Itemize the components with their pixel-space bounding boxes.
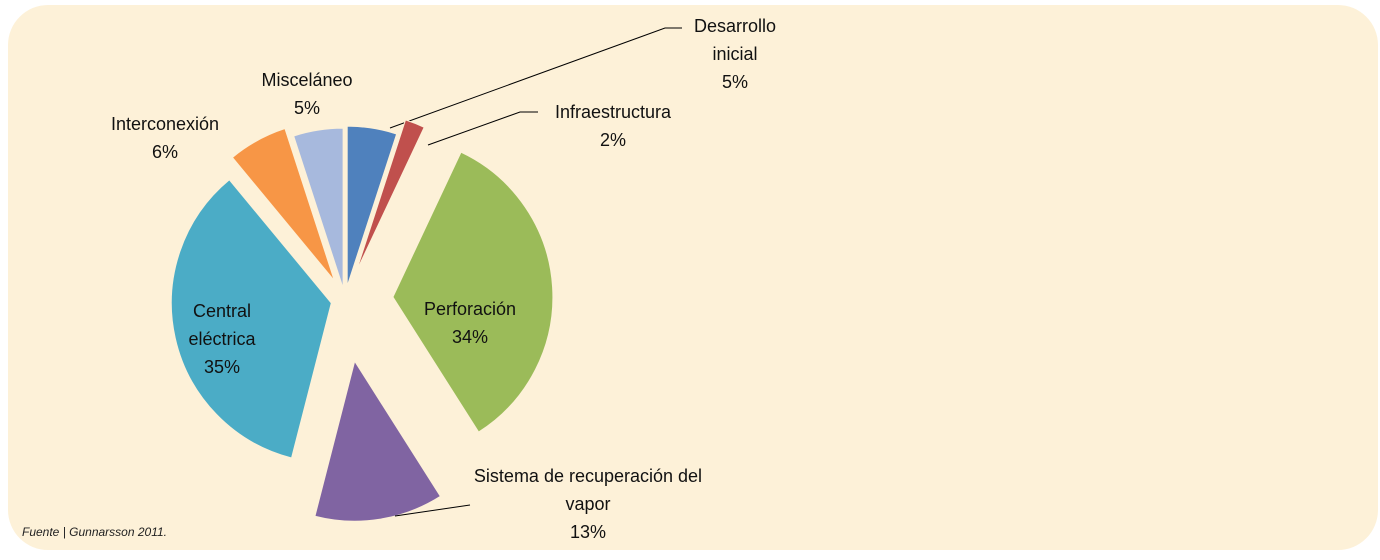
category-name: Interconexión [110, 114, 220, 134]
leader-line [427, 111, 538, 146]
slice-label: Desarrollo inicial 5% [675, 12, 795, 96]
category-name: Sistema de recuperación del vapor [473, 466, 703, 514]
pie-slice [346, 125, 398, 287]
pie-slice [170, 179, 332, 459]
value-label: 5% [721, 72, 748, 92]
category-name: Misceláneo [261, 70, 353, 90]
pie-slice [314, 359, 442, 522]
category-name: Infraestructura [554, 102, 672, 122]
pie-slice [293, 127, 344, 289]
leader-line [394, 504, 471, 517]
slice-label: Interconexión 6% [95, 110, 235, 166]
category-name: Perforación [423, 299, 517, 319]
value-label: 6% [151, 142, 178, 162]
slice-label: Central eléctrica 35% [167, 297, 277, 381]
category-name: Central eléctrica [188, 301, 256, 349]
pie-slice [355, 119, 425, 273]
pie-slice [231, 127, 335, 282]
source-note: Fuente | Gunnarsson 2011. [22, 525, 167, 539]
slice-label: Infraestructura 2% [533, 98, 693, 154]
category-name: Desarrollo inicial [693, 16, 777, 64]
pie-slice [392, 151, 554, 433]
value-label: 5% [293, 98, 320, 118]
value-label: 2% [599, 130, 626, 150]
slice-label: Misceláneo 5% [242, 66, 372, 122]
value-label: 35% [203, 357, 241, 377]
value-label: 34% [451, 327, 489, 347]
slice-label: Sistema de recuperación del vapor 13% [453, 462, 723, 546]
value-label: 13% [569, 522, 607, 542]
slice-label: Perforación 34% [400, 295, 540, 351]
leader-line [389, 27, 682, 129]
